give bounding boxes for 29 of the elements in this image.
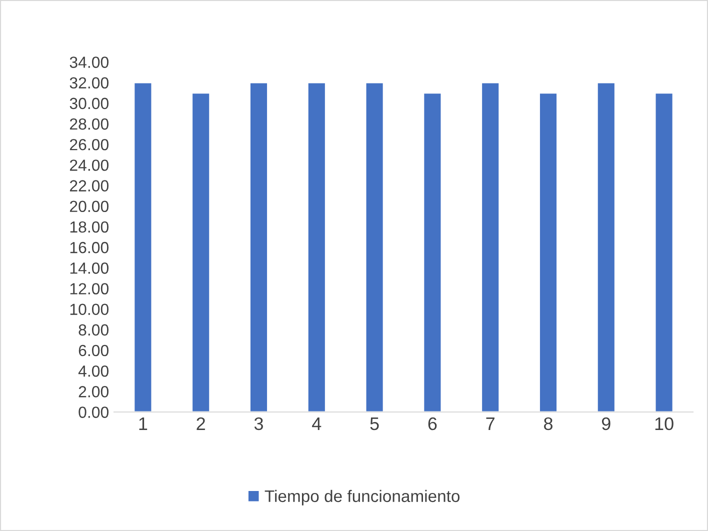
y-tick-label: 4.00 <box>78 365 109 377</box>
y-tick-label: 22.00 <box>70 180 109 192</box>
y-tick-label: 14.00 <box>70 262 109 274</box>
x-tick-label: 7 <box>486 418 494 430</box>
x-tick-label: 6 <box>428 417 437 430</box>
y-tick-label: 20.00 <box>70 200 109 212</box>
x-tick-label: 4 <box>312 418 322 430</box>
y-tick-label: 30.00 <box>70 98 109 110</box>
x-tick-label: 8 <box>544 417 552 430</box>
x-tick-label: 1 <box>139 418 148 430</box>
y-tick-label: 34.00 <box>70 56 109 68</box>
y-tick-label: 12.00 <box>70 283 109 294</box>
y-tick-label: 6.00 <box>78 344 109 356</box>
y-tick-label: 16.00 <box>70 242 109 254</box>
y-tick-label: 32.00 <box>70 77 109 89</box>
x-tick-label: 9 <box>602 417 610 430</box>
y-tick-label: 8.00 <box>78 324 109 336</box>
x-tick-label: 10 <box>655 417 674 430</box>
legend-label: Tiempo de funcionamiento <box>264 490 460 506</box>
y-tick-label: 24.00 <box>70 160 109 171</box>
y-tick-label: 10.00 <box>70 304 109 316</box>
y-tick-label: 2.00 <box>78 386 109 398</box>
y-tick-label: 18.00 <box>70 221 109 233</box>
x-tick-label: 3 <box>254 417 263 430</box>
y-tick-label: 0.00 <box>78 406 109 418</box>
x-tick-label: 2 <box>196 417 205 430</box>
y-tick-label: 26.00 <box>70 138 109 150</box>
y-tick-label: 28.00 <box>70 118 109 130</box>
x-tick-label: 5 <box>370 418 379 430</box>
